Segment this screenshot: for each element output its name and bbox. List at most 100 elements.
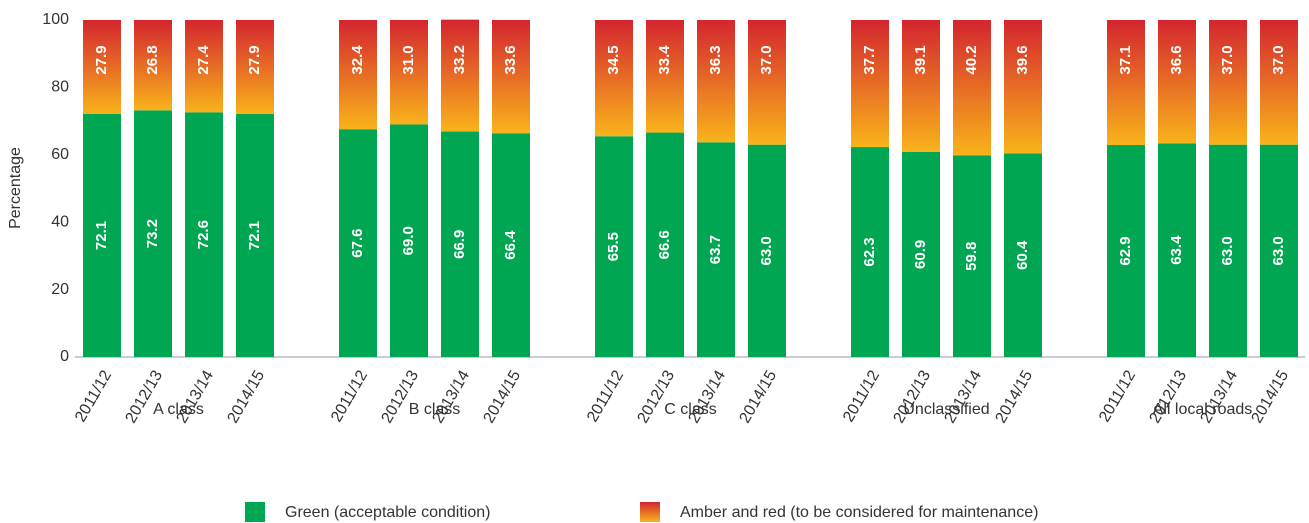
- bar-segment: [492, 20, 530, 134]
- value-label: 62.3: [861, 237, 878, 266]
- y-tick-label: 0: [60, 348, 69, 365]
- value-label: 33.6: [502, 45, 519, 74]
- value-label: 59.8: [963, 242, 980, 271]
- value-label: 72.1: [93, 221, 110, 250]
- group-label: Unclassified: [903, 401, 989, 418]
- value-label: 63.7: [707, 235, 724, 264]
- bar-segment: [1004, 20, 1042, 154]
- bar-segment: [902, 151, 940, 357]
- bar-segment: [390, 124, 428, 357]
- bar-segment: [1260, 20, 1298, 145]
- bar-segment: [134, 20, 172, 111]
- bar-segment: [1107, 145, 1145, 357]
- value-label: 73.2: [144, 219, 161, 248]
- value-label: 39.1: [912, 45, 929, 74]
- value-label: 60.9: [912, 240, 929, 269]
- group-label: All local roads: [1153, 401, 1253, 418]
- bar-segment: [953, 20, 991, 156]
- x-tick-label: 2011/12: [1096, 368, 1139, 426]
- bar-segment: [748, 20, 786, 145]
- value-label: 34.5: [605, 45, 622, 74]
- bar-segment: [902, 20, 940, 152]
- value-label: 66.9: [451, 230, 468, 259]
- legend-label: Amber and red (to be considered for main…: [680, 504, 1038, 521]
- x-tick-label: 2014/15: [1248, 368, 1292, 427]
- value-label: 32.4: [349, 45, 366, 75]
- bar-segment: [185, 112, 223, 357]
- bar-segment: [83, 20, 121, 115]
- bar-segment: [236, 114, 274, 357]
- value-label: 63.4: [1168, 235, 1185, 265]
- value-label: 37.7: [861, 45, 878, 74]
- x-tick-label: 2014/15: [224, 368, 268, 427]
- value-label: 36.3: [707, 45, 724, 74]
- value-label: 31.0: [400, 45, 417, 74]
- value-label: 65.5: [605, 232, 622, 261]
- bar-segment: [441, 19, 479, 132]
- bar-segment: [748, 144, 786, 357]
- value-label: 67.6: [349, 228, 366, 257]
- bar-segment: [1004, 153, 1042, 357]
- bar-segment: [953, 155, 991, 357]
- bar-segment: [1158, 20, 1196, 144]
- value-label: 72.1: [246, 221, 263, 250]
- value-label: 63.0: [1219, 236, 1236, 265]
- value-label: 27.4: [195, 45, 212, 75]
- bar-segment: [185, 20, 223, 113]
- value-label: 37.0: [1270, 45, 1287, 74]
- bar-segment: [1209, 20, 1247, 145]
- bar-segment: [1209, 144, 1247, 357]
- bar-segment: [236, 20, 274, 115]
- value-label: 72.6: [195, 220, 212, 249]
- value-label: 60.4: [1014, 240, 1031, 270]
- x-tick-label: 2011/12: [72, 368, 115, 426]
- value-label: 33.2: [451, 45, 468, 74]
- y-axis-label: Percentage: [7, 147, 24, 229]
- bar-segment: [390, 20, 428, 125]
- value-label: 27.9: [246, 45, 263, 74]
- bar-segment: [697, 142, 735, 357]
- bar-segment: [646, 20, 684, 133]
- value-label: 66.4: [502, 230, 519, 260]
- bar-segment: [851, 20, 889, 148]
- legend-label: Green (acceptable condition): [285, 504, 490, 521]
- value-label: 37.1: [1117, 45, 1134, 74]
- bar-segment: [134, 110, 172, 357]
- bar-segment: [1260, 144, 1298, 357]
- y-tick-label: 40: [51, 213, 69, 230]
- value-label: 66.6: [656, 230, 673, 259]
- value-label: 27.9: [93, 45, 110, 74]
- y-tick-label: 60: [51, 146, 69, 163]
- y-tick-label: 80: [51, 79, 69, 96]
- value-label: 62.9: [1117, 236, 1134, 265]
- legend-swatch: [640, 502, 660, 522]
- group-label: A class: [153, 401, 204, 418]
- value-label: 37.0: [758, 45, 775, 74]
- y-tick-label: 100: [42, 11, 69, 28]
- bar-segment: [441, 131, 479, 357]
- bar-segment: [646, 132, 684, 357]
- bar-segment: [339, 129, 377, 357]
- bar-segment: [697, 20, 735, 143]
- value-label: 63.0: [758, 236, 775, 265]
- value-label: 40.2: [963, 45, 980, 74]
- value-label: 33.4: [656, 45, 673, 75]
- x-tick-label: 2011/12: [584, 368, 627, 426]
- bar-segment: [595, 136, 633, 357]
- bar-segment: [1107, 20, 1145, 146]
- value-label: 36.6: [1168, 45, 1185, 74]
- group-label: B class: [409, 401, 461, 418]
- x-tick-label: 2014/15: [480, 368, 524, 427]
- value-label: 37.0: [1219, 45, 1236, 74]
- bar-segment: [492, 133, 530, 357]
- value-label: 39.6: [1014, 45, 1031, 74]
- bar-segment: [83, 114, 121, 357]
- bar-segment: [851, 147, 889, 357]
- value-label: 63.0: [1270, 236, 1287, 265]
- x-tick-label: 2011/12: [328, 368, 371, 426]
- legend-swatch: [245, 502, 265, 522]
- x-tick-label: 2014/15: [992, 368, 1036, 427]
- value-label: 69.0: [400, 226, 417, 255]
- value-label: 26.8: [144, 45, 161, 74]
